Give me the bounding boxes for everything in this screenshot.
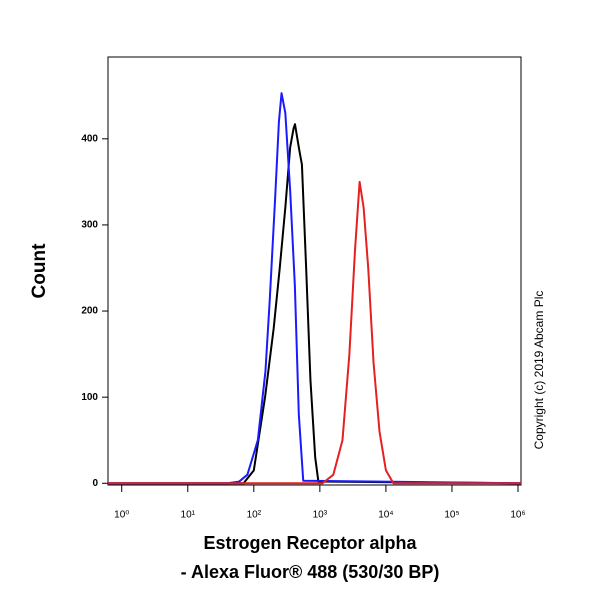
- histogram-line: [108, 92, 522, 485]
- x-tick-label: 10²: [247, 510, 262, 521]
- histogram-line: [108, 123, 522, 485]
- x-tick-label: 10⁵: [444, 510, 459, 521]
- y-tick-label: 0: [92, 478, 98, 489]
- x-tick-label: 10⁶: [510, 510, 525, 521]
- plot-frame: [107, 56, 522, 486]
- y-tick-label: 400: [81, 133, 98, 144]
- x-axis-label: Estrogen Receptor alpha: [203, 533, 417, 553]
- y-tick-label: 300: [81, 220, 98, 231]
- x-tick-label: 10¹: [181, 510, 196, 521]
- copyright: Copyright (c) 2019 Abcam Plc: [532, 291, 546, 450]
- x-tick-label: 10⁰: [114, 510, 129, 521]
- y-tick-label: 200: [81, 306, 98, 317]
- x-tick-label: 10³: [313, 510, 328, 521]
- x-axis-label: - Alexa Fluor® 488 (530/30 BP): [181, 562, 440, 582]
- x-tick-label: 10⁴: [378, 510, 393, 521]
- y-tick-label: 100: [81, 392, 98, 403]
- histogram-line: [108, 180, 521, 485]
- y-axis-label: Count: [29, 243, 50, 299]
